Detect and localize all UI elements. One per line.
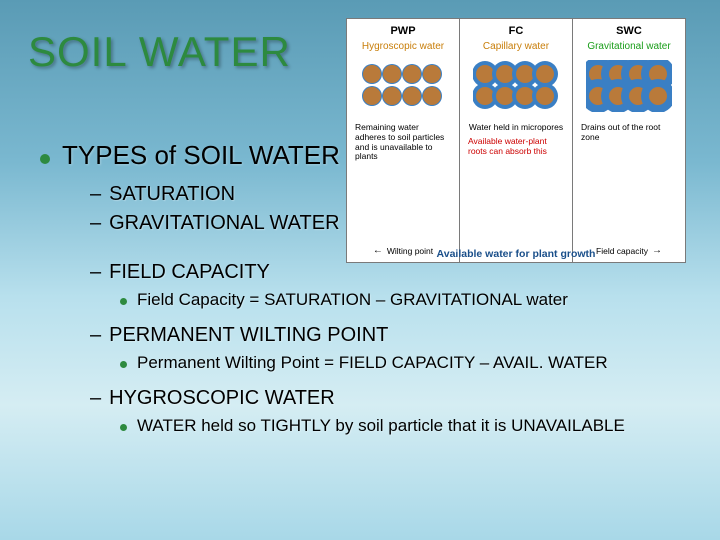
- sub-sub-pwp: Permanent Wilting Point = FIELD CAPACITY…: [120, 353, 700, 373]
- dash-icon: –: [90, 324, 101, 347]
- col-header: SWC: [616, 25, 642, 37]
- sub-gravitational: – GRAVITATIONAL WATER: [90, 212, 700, 235]
- dash-icon: –: [90, 387, 101, 410]
- col-header: PWP: [390, 25, 415, 37]
- sub-hygroscopic: – HYGROSCOPIC WATER: [90, 387, 700, 410]
- sub-sub-hyg: WATER held so TIGHTLY by soil particle t…: [120, 416, 700, 436]
- dash-icon: –: [90, 261, 101, 284]
- main-bullet-text: TYPES of SOIL WATER: [62, 140, 340, 171]
- main-bullet: TYPES of SOIL WATER: [40, 140, 700, 171]
- sub-saturation: – SATURATION: [90, 183, 700, 206]
- bullet-dot-icon: [120, 361, 127, 368]
- sub-pwp: – PERMANENT WILTING POINT: [90, 324, 700, 347]
- col-header: FC: [509, 25, 524, 37]
- col-caption: Water held in micropores: [465, 123, 567, 133]
- col-subheader: Hygroscopic water: [362, 41, 444, 52]
- col-subheader: Capillary water: [483, 41, 549, 52]
- dash-icon: –: [90, 183, 101, 206]
- sub-sub-fc: Field Capacity = SATURATION – GRAVITATIO…: [120, 290, 700, 310]
- slide-title: SOIL WATER: [28, 28, 291, 76]
- sub-field-capacity: – FIELD CAPACITY: [90, 261, 700, 284]
- particles-icon: [586, 60, 672, 112]
- col-subheader: Gravitational water: [587, 41, 670, 52]
- bullet-dot-icon: [120, 424, 127, 431]
- bullet-dot-icon: [120, 298, 127, 305]
- content-block: TYPES of SOIL WATER – SATURATION – GRAVI…: [40, 140, 700, 450]
- bullet-dot-icon: [40, 154, 50, 164]
- particles-icon: [360, 60, 446, 112]
- particles-icon: [473, 60, 559, 112]
- dash-icon: –: [90, 212, 101, 235]
